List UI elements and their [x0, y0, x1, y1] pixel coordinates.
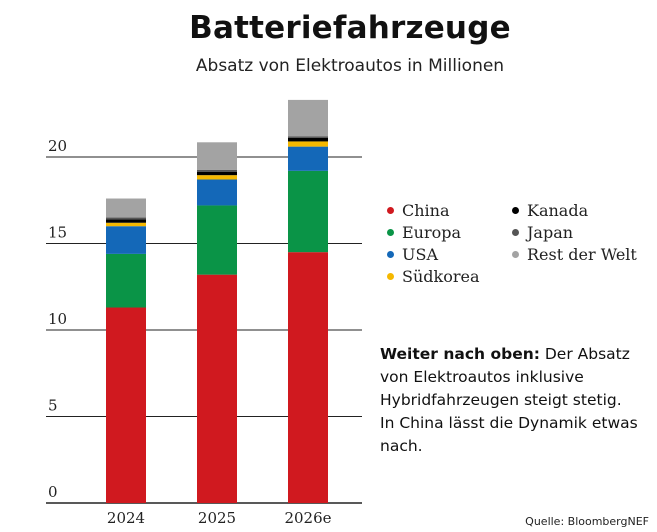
bar-2025-rest-der-welt — [197, 142, 237, 170]
y-tick-label-5: 5 — [48, 397, 58, 415]
bar-2024-china — [106, 307, 146, 503]
bar-2026e-usa — [288, 146, 328, 171]
legend-item-europa: Europa — [387, 223, 461, 242]
bar-2026e-china — [288, 252, 328, 503]
bar-2024-rest-der-welt — [106, 198, 146, 218]
legend-swatch — [387, 273, 394, 280]
bar-2026e-europa — [288, 170, 328, 253]
legend-label: Rest der Welt — [527, 245, 637, 264]
legend-label: Europa — [402, 223, 462, 242]
legend-item-rest-der-welt: Rest der Welt — [512, 245, 637, 264]
chart-title: Batteriefahrzeuge — [189, 10, 511, 46]
legend-swatch — [387, 251, 394, 258]
bar-2026e-kanada — [288, 137, 328, 142]
x-tick-label-2024: 2024 — [107, 509, 145, 527]
note-text: Der Absatz von Elektroautos inklusive Hy… — [380, 345, 638, 455]
bar-2024-kanada — [106, 219, 146, 223]
y-tick-label-20: 20 — [48, 137, 67, 155]
y-tick-label-15: 15 — [48, 224, 67, 242]
x-tick-label-2026e: 2026e — [284, 509, 331, 527]
bar-2026e-rest-der-welt — [288, 99, 328, 137]
x-tick-label-2025: 2025 — [198, 509, 236, 527]
legend-label: Südkorea — [402, 267, 480, 286]
legend-swatch — [387, 207, 394, 214]
legend-label: China — [402, 201, 450, 220]
bar-2025-s-dkorea — [197, 175, 237, 180]
bar-2025-japan — [197, 169, 237, 172]
bar-2024-s-dkorea — [106, 222, 146, 227]
y-tick-label-0: 0 — [48, 483, 58, 501]
bar-2024-usa — [106, 226, 146, 254]
bar-2025-europa — [197, 205, 237, 275]
legend-label: USA — [402, 245, 438, 264]
legend-swatch — [387, 229, 394, 236]
bar-2024-japan — [106, 217, 146, 220]
legend-item-usa: USA — [387, 245, 438, 264]
legend-item-kanada: Kanada — [512, 201, 588, 220]
legend-label: Kanada — [527, 201, 589, 220]
legend-item-s-dkorea: Südkorea — [387, 267, 480, 286]
chart-subtitle: Absatz von Elektroautos in Millionen — [195, 56, 505, 76]
source-credit: Quelle: BloombergNEF — [525, 515, 649, 528]
legend-item-china: China — [387, 201, 450, 220]
bar-2025-usa — [197, 179, 237, 206]
bar-2026e-s-dkorea — [288, 141, 328, 147]
bar-2025-kanada — [197, 171, 237, 176]
bar-2025-china — [197, 274, 237, 503]
bar-2024-europa — [106, 253, 146, 308]
legend-item-japan: Japan — [512, 223, 573, 242]
annotation-note: Weiter nach oben: Der Absatz von Elektro… — [380, 343, 640, 458]
note-lead: Weiter nach oben: — [380, 345, 540, 363]
y-tick-label-10: 10 — [48, 310, 67, 328]
bar-2026e-japan — [288, 136, 328, 138]
legend-swatch — [512, 229, 519, 236]
legend-label: Japan — [527, 223, 574, 242]
legend-swatch — [512, 251, 519, 258]
legend-swatch — [512, 207, 519, 214]
